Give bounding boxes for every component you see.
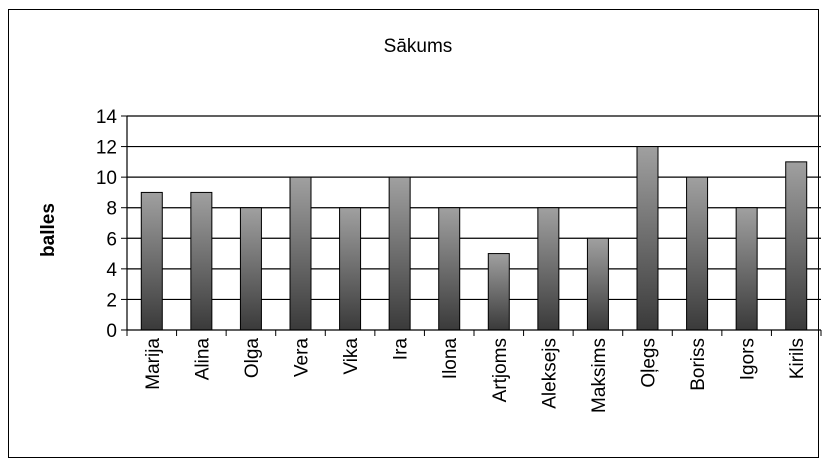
bar-kirils bbox=[785, 161, 808, 331]
bar-aleksejs bbox=[537, 207, 560, 331]
x-tick-label: Boriss bbox=[688, 338, 709, 391]
bar-vera bbox=[289, 176, 312, 331]
x-tick-label: Igors bbox=[738, 338, 759, 380]
x-tick-label: Kirils bbox=[787, 338, 808, 379]
x-tick-label: Ira bbox=[391, 338, 412, 361]
axes bbox=[121, 115, 822, 336]
y-tick-label: 6 bbox=[106, 229, 117, 250]
bar-igors bbox=[735, 207, 758, 331]
y-tick-label: 8 bbox=[106, 199, 117, 220]
bar-alina bbox=[190, 191, 213, 331]
y-tick-label: 12 bbox=[96, 138, 117, 159]
x-tick-label: Aleksejs bbox=[539, 338, 560, 409]
x-tick-label: Maksims bbox=[589, 338, 610, 413]
bar-oļegs bbox=[636, 146, 659, 331]
bar-vika bbox=[339, 207, 362, 331]
y-axis-label: balles bbox=[38, 203, 59, 257]
x-tick-label: Marija bbox=[143, 338, 164, 390]
x-tick-label: Alina bbox=[192, 338, 213, 381]
bar-boriss bbox=[686, 176, 709, 331]
gridlines bbox=[127, 115, 821, 301]
x-tick-label: Vera bbox=[292, 338, 313, 378]
bar-ilona bbox=[438, 207, 461, 331]
bars bbox=[140, 146, 808, 331]
y-tick-label: 10 bbox=[96, 168, 117, 189]
bar-olga bbox=[239, 207, 262, 331]
bar-maksims bbox=[586, 237, 609, 331]
y-tick-label: 4 bbox=[106, 260, 117, 281]
x-tick-label: Ilona bbox=[440, 338, 461, 380]
x-tick-label: Oļegs bbox=[639, 338, 660, 388]
x-tick-label: Artjoms bbox=[490, 338, 511, 402]
x-tick-label: Olga bbox=[242, 338, 263, 379]
x-tick-label: Vika bbox=[341, 338, 362, 375]
y-tick-label: 0 bbox=[106, 321, 117, 342]
bar-artjoms bbox=[487, 253, 510, 331]
chart-title: Sākums bbox=[384, 36, 453, 57]
y-tick-label: 2 bbox=[106, 290, 117, 311]
bar-ira bbox=[388, 176, 411, 331]
bar-marija bbox=[140, 191, 163, 331]
y-tick-label: 14 bbox=[96, 107, 118, 128]
tick-labels: 0 2 4 6 8 10 12 14 Marija Alina Olga Vera Vika Ira Ilo… bbox=[96, 107, 808, 413]
